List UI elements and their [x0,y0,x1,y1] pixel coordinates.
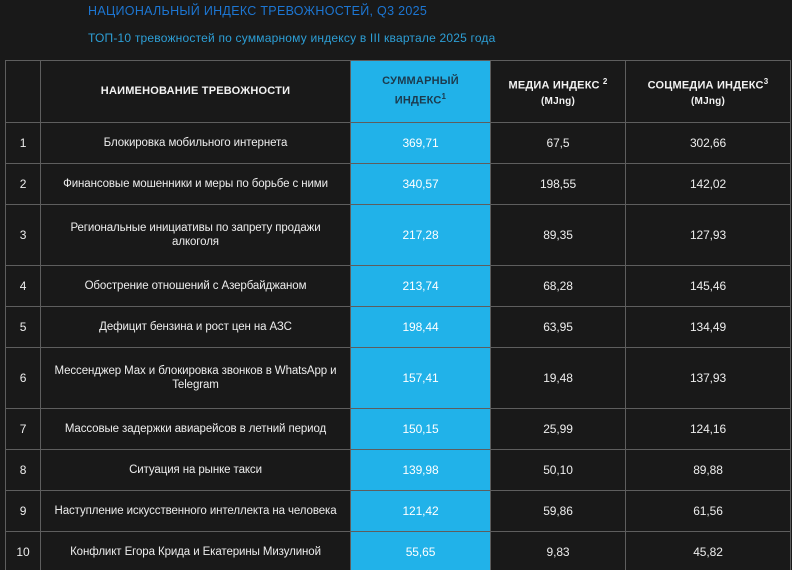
rank-cell: 4 [5,265,41,307]
media-index-cell: 59,86 [490,490,626,532]
summary-index-cell: 213,74 [350,265,491,307]
socmedia-index-cell: 61,56 [625,490,791,532]
media-index-cell: 68,28 [490,265,626,307]
media-index-cell: 198,55 [490,163,626,205]
rank-cell: 5 [5,306,41,348]
socmedia-index-unit: (MJng) [691,96,725,108]
page-title: НАЦИОНАЛЬНЫЙ ИНДЕКС ТРЕВОЖНОСТЕЙ, Q3 202… [88,4,428,18]
anxiety-name-cell: Мессенджер Мах и блокировка звонков в Wh… [40,347,351,409]
media-index-cell: 67,5 [490,122,626,164]
summary-index-cell: 198,44 [350,306,491,348]
summary-index-cell: 369,71 [350,122,491,164]
col-header-socmedia-index: СОЦМЕДИА ИНДЕКС3 (MJng) [625,60,791,123]
anxiety-name-cell: Блокировка мобильного интернета [40,122,351,164]
col-header-summary-index: СУММАРНЫЙ ИНДЕКС1 [350,60,491,123]
media-index-cell: 19,48 [490,347,626,409]
table-row: 2 Финансовые мошенники и меры по борьбе … [5,163,791,205]
socmedia-index-cell: 134,49 [625,306,791,348]
table-row: 1 Блокировка мобильного интернета 369,71… [5,122,791,164]
anxiety-name-cell: Обострение отношений с Азербайджаном [40,265,351,307]
socmedia-index-cell: 142,02 [625,163,791,205]
media-index-cell: 25,99 [490,408,626,450]
anxiety-name-cell: Финансовые мошенники и меры по борьбе с … [40,163,351,205]
summary-index-cell: 340,57 [350,163,491,205]
media-index-unit: (MJng) [541,96,575,108]
anxiety-name-cell: Конфликт Егора Крида и Екатерины Мизулин… [40,531,351,570]
table-row: 9 Наступление искусственного интеллекта … [5,490,791,532]
socmedia-index-cell: 137,93 [625,347,791,409]
anxiety-name-cell: Наступление искусственного интеллекта на… [40,490,351,532]
table-row: 8 Ситуация на рынке такси 139,98 50,10 8… [5,449,791,491]
rank-cell: 3 [5,204,41,266]
anxiety-index-table: НАИМЕНОВАНИЕ ТРЕВОЖНОСТИ СУММАРНЫЙ ИНДЕК… [5,60,791,570]
summary-index-cell: 55,65 [350,531,491,570]
socmedia-index-cell: 145,46 [625,265,791,307]
socmedia-index-cell: 302,66 [625,122,791,164]
anxiety-name-cell: Дефицит бензина и рост цен на АЗС [40,306,351,348]
media-index-cell: 63,95 [490,306,626,348]
rank-cell: 9 [5,490,41,532]
media-index-cell: 89,35 [490,204,626,266]
col-header-media-index: МЕДИА ИНДЕКС 2 (MJng) [490,60,626,123]
anxiety-name-cell: Ситуация на рынке такси [40,449,351,491]
table-row: 7 Массовые задержки авиарейсов в летний … [5,408,791,450]
table-header-row: НАИМЕНОВАНИЕ ТРЕВОЖНОСТИ СУММАРНЫЙ ИНДЕК… [5,60,791,123]
socmedia-index-cell: 127,93 [625,204,791,266]
summary-index-cell: 121,42 [350,490,491,532]
table-row: 5 Дефицит бензина и рост цен на АЗС 198,… [5,306,791,348]
rank-cell: 2 [5,163,41,205]
rank-cell: 8 [5,449,41,491]
page-subtitle: ТОП-10 тревожностей по суммарному индекс… [88,31,496,45]
rank-cell: 7 [5,408,41,450]
anxiety-name-cell: Региональные инициативы по запрету прода… [40,204,351,266]
summary-index-cell: 139,98 [350,449,491,491]
anxiety-name-cell: Массовые задержки авиарейсов в летний пе… [40,408,351,450]
socmedia-index-cell: 89,88 [625,449,791,491]
table-row: 4 Обострение отношений с Азербайджаном 2… [5,265,791,307]
rank-cell: 10 [5,531,41,570]
table-row: 10 Конфликт Егора Крида и Екатерины Мизу… [5,531,791,570]
summary-index-cell: 217,28 [350,204,491,266]
table-row: 6 Мессенджер Мах и блокировка звонков в … [5,347,791,409]
summary-index-cell: 157,41 [350,347,491,409]
socmedia-index-cell: 124,16 [625,408,791,450]
rank-cell: 6 [5,347,41,409]
media-index-cell: 9,83 [490,531,626,570]
summary-index-cell: 150,15 [350,408,491,450]
media-index-cell: 50,10 [490,449,626,491]
rank-cell: 1 [5,122,41,164]
socmedia-index-cell: 45,82 [625,531,791,570]
corner-cell [5,60,41,123]
col-header-name: НАИМЕНОВАНИЕ ТРЕВОЖНОСТИ [40,60,351,123]
table-row: 3 Региональные инициативы по запрету про… [5,204,791,266]
